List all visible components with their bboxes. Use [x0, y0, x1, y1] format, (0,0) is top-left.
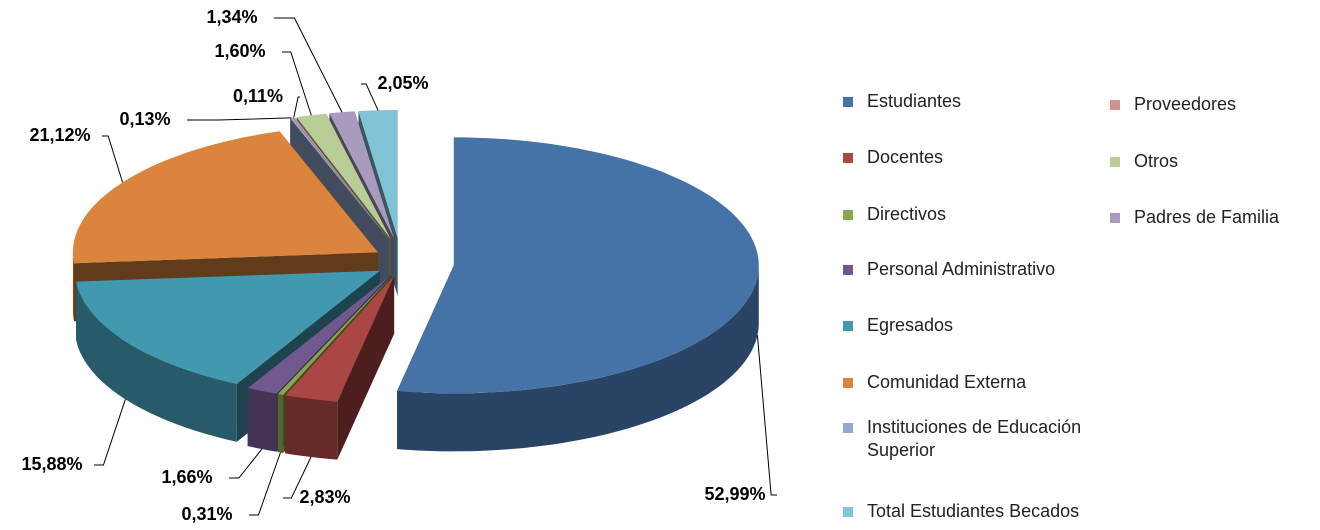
legend-item: Comunidad Externa — [843, 371, 1117, 394]
legend-swatch — [1110, 100, 1120, 110]
slice-edge — [72, 252, 74, 322]
legend-swatch — [843, 97, 853, 107]
leader-line — [102, 135, 124, 183]
slice-edge — [247, 388, 277, 452]
data-label: 52,99% — [704, 484, 765, 504]
legend-swatch — [843, 321, 853, 331]
legend-swatch — [843, 378, 853, 388]
leader-line — [282, 51, 312, 116]
slice-top — [292, 117, 389, 240]
legend-label: Instituciones de Educación Superior — [867, 417, 1082, 460]
legend-label: Total Estudiantes Becados — [867, 501, 1080, 521]
slice-top — [277, 275, 393, 395]
data-label: 1,60% — [214, 41, 265, 61]
slice-top — [329, 111, 394, 239]
slice — [285, 275, 395, 460]
data-label: 2,05% — [377, 73, 428, 93]
legend-label: Personal Administrativo — [867, 259, 1056, 279]
leader-line — [293, 96, 300, 118]
slice-top — [285, 275, 395, 402]
legend-swatch — [843, 265, 853, 275]
legend-item: Docentes — [843, 146, 1117, 169]
data-label: 0,31% — [181, 504, 232, 524]
legend-item: Personal Administrativo — [843, 258, 1117, 281]
leader-line — [361, 83, 379, 111]
data-label: 2,83% — [299, 487, 350, 507]
legend-item: Directivos — [843, 203, 1117, 226]
legend-item: Instituciones de Educación Superior — [843, 416, 1117, 462]
data-label: 0,11% — [233, 86, 283, 106]
data-label: 0,13% — [119, 109, 170, 129]
slice-top — [397, 137, 759, 394]
slice — [397, 137, 759, 452]
legend-item: Proveedores — [1110, 93, 1320, 116]
slice-top — [72, 131, 378, 264]
legend-swatch — [1110, 213, 1120, 223]
slice-top — [296, 113, 391, 239]
leader-line — [283, 456, 312, 499]
slice-edge — [285, 395, 338, 460]
leader-line — [756, 335, 777, 496]
slice-edge — [277, 394, 284, 453]
leader-line — [187, 117, 292, 121]
legend-swatch — [1110, 157, 1120, 167]
slice-top — [76, 270, 380, 384]
legend-swatch — [843, 423, 853, 433]
legend-label: Directivos — [867, 204, 947, 224]
legend-item: Egresados — [843, 314, 1117, 337]
leader-line — [94, 399, 126, 466]
legend-label: Docentes — [867, 147, 944, 167]
legend-item: Otros — [1110, 150, 1320, 173]
legend-swatch — [843, 153, 853, 163]
data-label: 15,88% — [21, 454, 82, 474]
data-label: 1,34% — [206, 7, 257, 27]
legend-label: Padres de Familia — [1134, 207, 1280, 227]
slice-top — [247, 275, 391, 394]
legend-label: Egresados — [867, 315, 954, 335]
legend-item: Padres de Familia — [1110, 206, 1320, 229]
legend-label: Estudiantes — [867, 91, 962, 111]
legend-item: Estudiantes — [843, 90, 1117, 113]
legend-label: Proveedores — [1134, 94, 1237, 114]
data-label: 21,12% — [29, 125, 90, 145]
data-label: 1,66% — [161, 467, 212, 487]
slice-top — [290, 117, 389, 240]
leader-line — [249, 452, 281, 516]
legend-swatch — [843, 507, 853, 517]
legend-label: Otros — [1134, 151, 1179, 171]
leader-line — [274, 17, 343, 113]
slice-edge — [76, 281, 237, 442]
slice-top — [358, 110, 398, 238]
legend-item: Total Estudiantes Becados — [843, 500, 1117, 523]
legend-label: Comunidad Externa — [867, 372, 1027, 392]
leader-line — [229, 448, 263, 479]
legend-swatch — [843, 210, 853, 220]
slice-edge — [397, 265, 759, 452]
